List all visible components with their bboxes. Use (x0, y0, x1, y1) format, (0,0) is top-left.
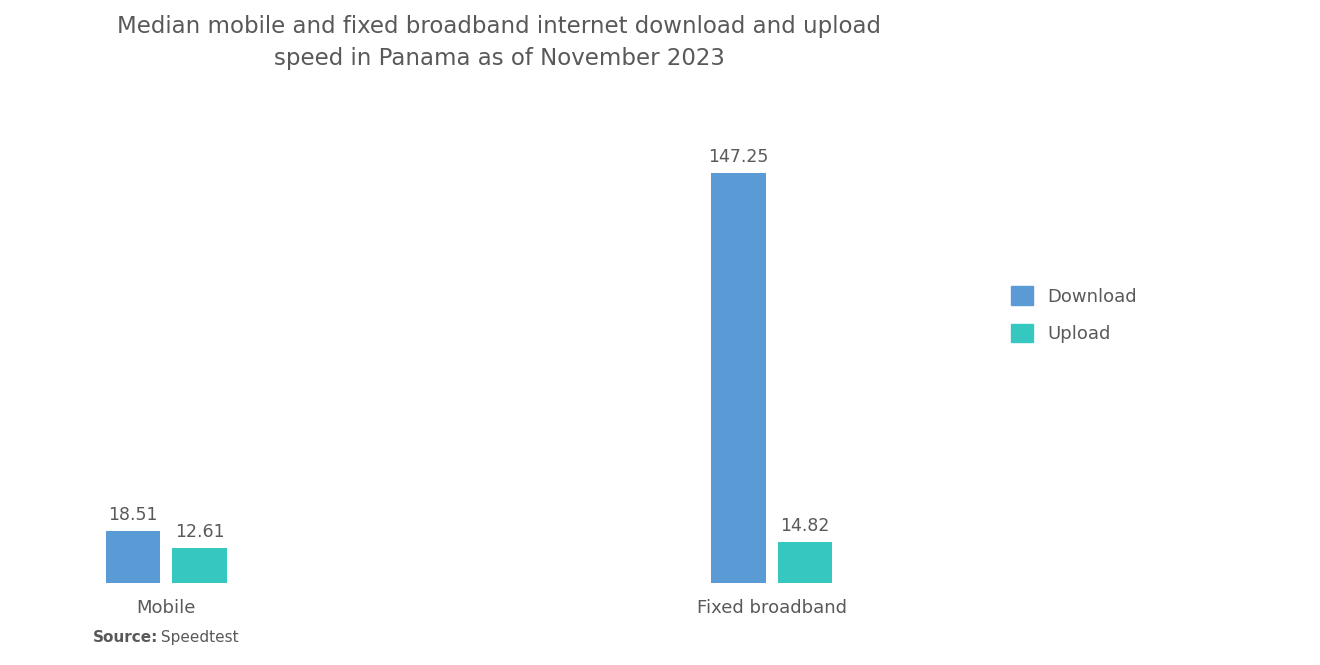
Bar (711, 173, 766, 583)
Bar (777, 541, 832, 583)
Text: 14.82: 14.82 (780, 517, 830, 535)
Bar (173, 548, 227, 583)
Text: Source:: Source: (92, 630, 158, 645)
Text: Speedtest: Speedtest (156, 630, 239, 645)
Title: Median mobile and fixed broadband internet download and upload
speed in Panama a: Median mobile and fixed broadband intern… (117, 15, 882, 70)
Text: 12.61: 12.61 (174, 523, 224, 541)
Text: 18.51: 18.51 (108, 506, 158, 524)
Bar (106, 531, 160, 583)
Text: 147.25: 147.25 (709, 148, 768, 166)
Legend: Download, Upload: Download, Upload (1002, 277, 1146, 352)
